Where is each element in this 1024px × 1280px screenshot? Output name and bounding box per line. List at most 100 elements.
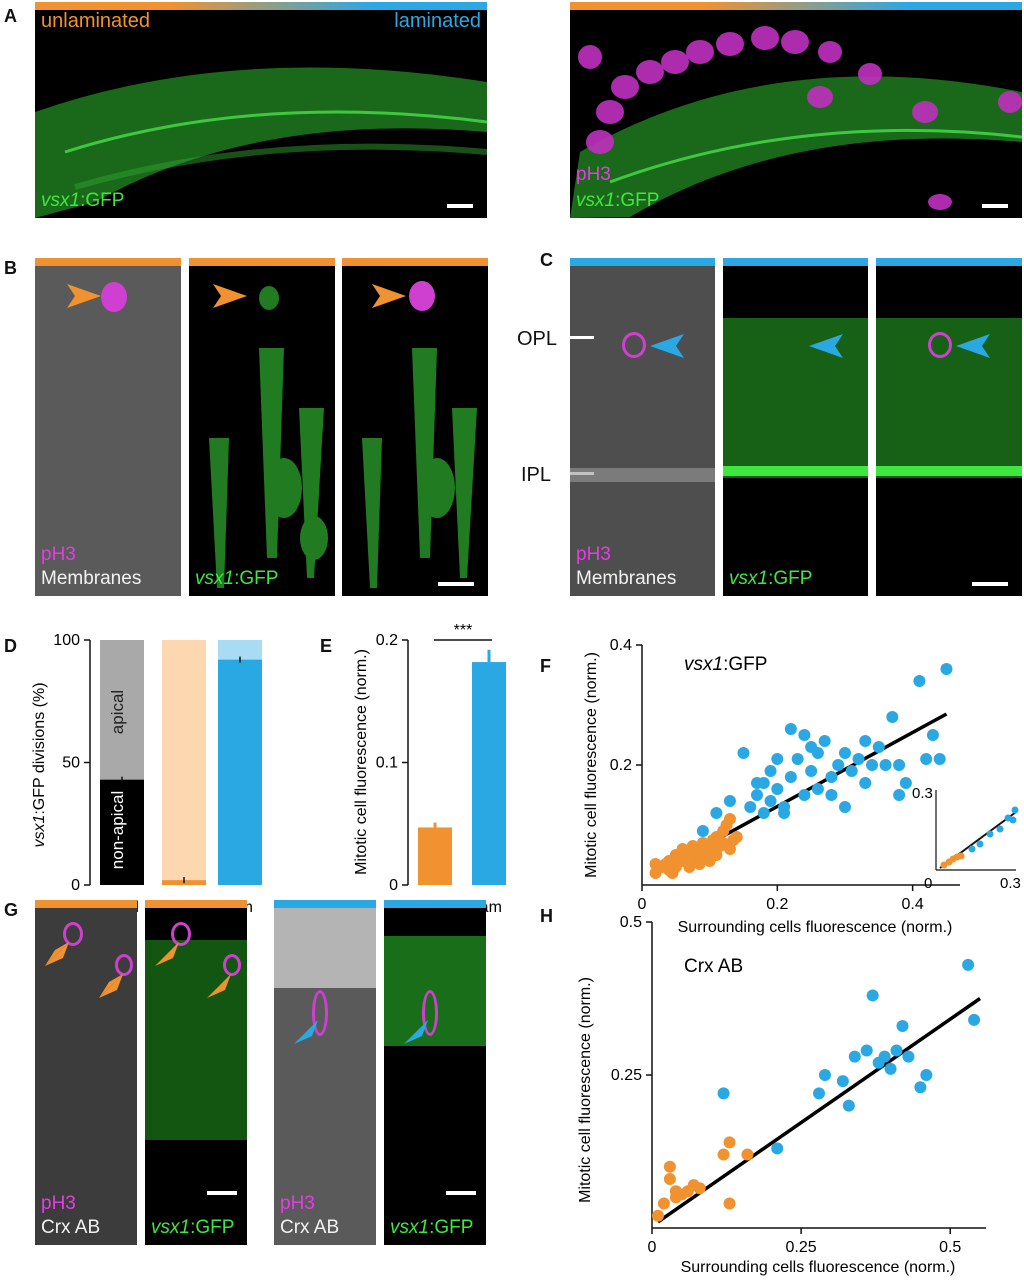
h-point-laminated <box>771 1142 784 1155</box>
f-point-laminated <box>879 759 892 771</box>
unlaminated-bar <box>189 258 335 266</box>
arrowhead-icon <box>67 284 101 308</box>
e-tick-label: 0.1 <box>376 755 398 772</box>
mitotic-cell <box>422 990 438 1036</box>
f-point-laminated <box>696 825 709 837</box>
h-point-unlaminated <box>663 1173 676 1186</box>
panel-h-chart: Mitotic cell fluorescence (norm.) Surrou… <box>577 914 986 1276</box>
f-point-laminated <box>825 789 838 801</box>
f-point-laminated <box>798 729 811 741</box>
f-point-laminated <box>771 783 784 795</box>
h-point-unlaminated <box>717 1148 730 1161</box>
h-y-tick-label: 0.5 <box>620 914 642 931</box>
h-point-unlaminated <box>669 1191 682 1204</box>
crx-label: Crx AB <box>41 1217 101 1238</box>
scale-bar <box>982 204 1008 208</box>
f-point-laminated <box>838 747 851 759</box>
ph3-label: pH3 <box>41 544 76 565</box>
d-bars <box>100 640 262 885</box>
ph3-label: pH3 <box>576 544 611 565</box>
f-point-unlaminated <box>666 867 679 879</box>
f-point-unlaminated <box>659 858 672 870</box>
h-point-unlaminated <box>663 1160 676 1173</box>
f-point-laminated <box>811 783 824 795</box>
h-x-tick-label: 0.5 <box>939 1239 961 1256</box>
mitotic-cell <box>622 332 646 358</box>
panel-g-gfp-lam-image: vsx1:GFP <box>384 900 486 1245</box>
f-point-laminated <box>838 801 851 813</box>
f-point-laminated <box>913 675 926 687</box>
laminated-bar <box>384 900 486 908</box>
d-bar-non-apical-Total <box>100 779 144 885</box>
f-point-unlaminated <box>713 840 726 852</box>
h-y-axis-label: Mitotic cell fluorescence (norm.) <box>577 977 594 1203</box>
f-point-laminated <box>845 765 858 777</box>
merge-cells <box>362 281 477 588</box>
h-title: Crx AB <box>684 956 743 977</box>
unlaminated-bar <box>35 258 181 266</box>
h-point-laminated <box>842 1099 855 1112</box>
h-point-unlaminated <box>657 1197 670 1210</box>
f-x-tick-label: 0.2 <box>766 896 788 913</box>
f-point-unlaminated <box>700 846 713 858</box>
f-point-laminated <box>771 753 784 765</box>
f-point-laminated <box>723 795 736 807</box>
membranes-label: Membranes <box>41 568 142 589</box>
gfp-label: vsx1:GFP <box>390 1217 474 1238</box>
f-point-laminated <box>784 723 797 735</box>
f-x-tick-label: 0.4 <box>902 896 924 913</box>
f-point-laminated <box>832 759 845 771</box>
panel-a-left-image: unlaminated laminated vsx1:GFP <box>35 2 487 218</box>
gfp-layer <box>723 318 868 478</box>
h-point-laminated <box>813 1087 825 1100</box>
h-point-laminated <box>884 1062 897 1075</box>
f-x-axis-label: Surrounding cells fluorescence (norm.) <box>678 919 953 936</box>
h-point-laminated <box>836 1075 849 1088</box>
panel-g-gfp-unlam-image: vsx1:GFP <box>145 900 247 1245</box>
h-point-laminated <box>818 1069 831 1081</box>
h-y-tick-label: 0.25 <box>611 1067 642 1084</box>
f-point-unlaminated <box>723 843 736 855</box>
f-inset: 0.3 0 0.3 <box>912 785 1021 892</box>
h-point-laminated <box>896 1020 909 1033</box>
f-y-tick-label: 0.4 <box>610 637 632 654</box>
mitotic-cell <box>63 922 83 946</box>
membranes-label: Membranes <box>576 568 677 589</box>
f-point-laminated <box>818 735 831 747</box>
f-point-laminated <box>805 741 818 753</box>
h-point-laminated <box>962 958 975 971</box>
ipl-band <box>876 466 1022 476</box>
e-tick-label: 0 <box>389 877 398 894</box>
d-bar-apical-Total <box>100 640 144 780</box>
f-point-laminated <box>886 711 899 723</box>
h-point-laminated <box>717 1087 730 1100</box>
gfp-label: vsx1:GFP <box>151 1217 235 1238</box>
scale-bar <box>438 582 474 586</box>
h-point-laminated <box>968 1013 981 1026</box>
retina-gfp-arc <box>35 67 487 218</box>
f-point-laminated <box>805 765 818 777</box>
unlaminated-bar <box>342 258 488 266</box>
h-point-laminated <box>860 1044 873 1057</box>
d-apical-label: apical <box>108 690 127 734</box>
e-y-ticks: 0 0.1 0.2 <box>376 632 408 894</box>
inset-x-tick: 0.3 <box>1000 875 1021 892</box>
f-point-laminated <box>899 777 912 789</box>
mitotic-cell <box>101 282 127 312</box>
f-point-laminated <box>926 729 939 741</box>
f-point-laminated <box>744 801 757 813</box>
gfp-label: vsx1:GFP <box>729 568 813 589</box>
arrowhead-icon <box>155 942 179 966</box>
laminated-bar <box>876 258 1022 266</box>
d-bar-apical-lam <box>218 640 262 660</box>
opl-label: OPL <box>517 328 558 350</box>
h-x-tick-label: 0.25 <box>786 1239 817 1256</box>
laminated-bar <box>274 900 376 908</box>
panel-label-c: C <box>540 250 553 270</box>
f-point-laminated <box>757 807 770 819</box>
f-title: vsx1:GFP <box>684 654 767 675</box>
ph3-label: pH3 <box>576 164 611 185</box>
f-axes: 0 0.2 0.4 0.2 0.4 <box>610 637 960 913</box>
panel-e-chart: Mitotic cell fluorescence (norm.) 0 0.1 0.… <box>353 622 506 916</box>
e-bar-lam <box>472 662 506 885</box>
